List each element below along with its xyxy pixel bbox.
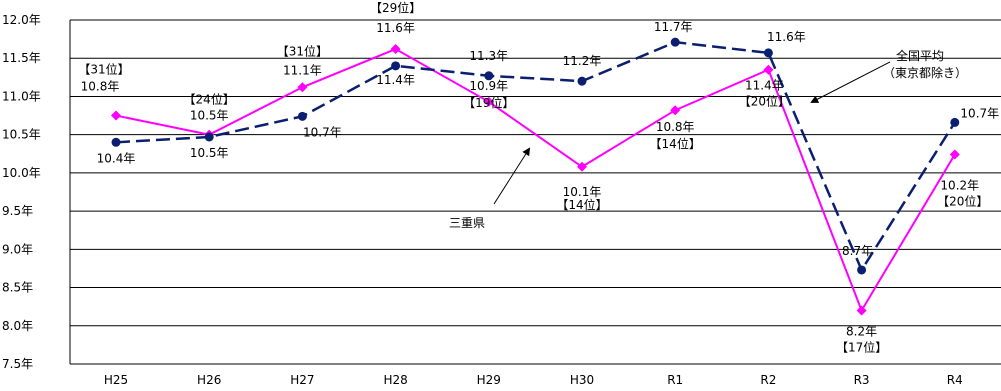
pref-rank-label: 【14位】 xyxy=(556,197,607,212)
data-point-circle xyxy=(577,76,587,86)
x-tick-label: R2 xyxy=(760,373,776,387)
data-point-circle xyxy=(111,137,121,147)
national-arrow xyxy=(810,61,891,103)
x-tick-label: H30 xyxy=(570,373,594,387)
x-tick-label: R1 xyxy=(667,373,683,387)
pref-rank-label: 【20位】 xyxy=(739,94,790,109)
annotations-group: 三重県 全国平均 （東京都除き） xyxy=(449,48,967,230)
x-tick-label: R3 xyxy=(854,373,870,387)
national-value-label: 11.4年 xyxy=(376,73,415,87)
pref-rank-label: 【17位】 xyxy=(836,339,887,354)
national-value-label: 11.3年 xyxy=(469,49,508,63)
pref-rank-label: 【29位】 xyxy=(370,0,421,15)
pref-value-label: 10.9年 xyxy=(469,79,508,93)
data-point-diamond xyxy=(111,110,121,121)
pref-rank-label: 【24位】 xyxy=(184,92,235,107)
data-point-diamond xyxy=(390,44,401,55)
x-tick-label: H25 xyxy=(104,373,128,387)
pref-value-label: 11.1年 xyxy=(283,63,322,77)
pref-value-label: 11.6年 xyxy=(376,21,415,35)
pref-rank-label: 【14位】 xyxy=(650,136,701,151)
x-tick-label: H29 xyxy=(477,373,501,387)
pref-value-label: 10.8年 xyxy=(656,120,695,134)
national-value-label: 11.6年 xyxy=(767,30,806,44)
pref-rank-label: 【31位】 xyxy=(277,43,328,58)
pref-rank-label: 【20位】 xyxy=(937,194,988,209)
data-point-diamond xyxy=(949,149,960,160)
pref-value-label: 8.2年 xyxy=(846,324,877,338)
data-point-circle xyxy=(391,61,401,71)
data-point-circle xyxy=(763,48,773,58)
y-tick-label: 10.5年 xyxy=(2,128,41,142)
pref-value-label: 10.5年 xyxy=(190,109,229,123)
data-point-circle xyxy=(484,71,494,81)
national-value-label: 11.2年 xyxy=(563,54,602,68)
national-value-label: 10.7年 xyxy=(303,125,342,139)
pref-arrow xyxy=(493,147,531,205)
data-point-diamond xyxy=(577,161,587,172)
data-point-diamond xyxy=(670,105,681,116)
y-tick-label: 9.5年 xyxy=(2,204,33,218)
y-tick-label: 12.0年 xyxy=(2,13,41,27)
y-tick-label: 11.0年 xyxy=(2,89,41,103)
data-point-circle xyxy=(670,37,680,47)
national-value-label: 10.5年 xyxy=(190,146,229,160)
national-value-label: 11.7年 xyxy=(654,20,693,34)
data-point-circle xyxy=(950,117,960,127)
x-tick-label: H26 xyxy=(197,373,221,387)
data-point-circle xyxy=(857,265,867,275)
x-tick-label: R4 xyxy=(947,373,963,387)
y-tick-label: 9.0年 xyxy=(2,242,33,256)
data-point-circle xyxy=(297,111,307,121)
data-point-diamond xyxy=(297,82,308,93)
y-tick-label: 8.5年 xyxy=(2,281,33,295)
y-axis: 7.5年 8.0年 8.5年 9.0年 9.5年 10.0年 10.5年 11.0年 11.5年… xyxy=(2,13,71,371)
data-labels-group: 10.8年 【31位】 10.5年 【24位】 11.1年 【31位】 11.6年 【29位】… xyxy=(78,0,999,354)
x-tick-label: H27 xyxy=(290,373,314,387)
pref-rank-label: 【31位】 xyxy=(78,62,129,77)
series-line-pref xyxy=(115,47,956,313)
y-tick-label: 11.5年 xyxy=(2,51,41,65)
y-tick-label: 7.5年 xyxy=(2,357,33,371)
data-point-diamond xyxy=(763,64,774,75)
y-tick-label: 8.0年 xyxy=(2,319,33,333)
pref-value-label: 11.4年 xyxy=(745,79,784,93)
pref-rank-label: 【19位】 xyxy=(463,95,514,110)
series-group xyxy=(111,37,960,316)
pref-series-name: 三重県 xyxy=(449,216,485,230)
national-series-name: 全国平均 xyxy=(896,48,944,63)
data-point-circle xyxy=(204,132,214,142)
data-point-diamond xyxy=(483,96,494,107)
national-series-subname: （東京都除き） xyxy=(883,65,967,80)
data-point-diamond xyxy=(856,305,867,316)
x-tick-label: H28 xyxy=(383,373,407,387)
pref-value-label: 10.2年 xyxy=(940,179,979,193)
y-tick-label: 10.0年 xyxy=(2,166,41,180)
pref-value-label: 10.1年 xyxy=(563,185,602,199)
series-line-national xyxy=(115,40,956,273)
national-value-label: 10.4年 xyxy=(97,151,136,165)
pref-value-label: 10.8年 xyxy=(81,80,120,94)
x-axis: H25 H26 H27 H28 H29 H30 R1 R2 R3 R4 xyxy=(104,373,963,387)
national-value-label: 8.7年 xyxy=(842,244,873,258)
national-value-label: 10.7年 xyxy=(960,106,999,120)
